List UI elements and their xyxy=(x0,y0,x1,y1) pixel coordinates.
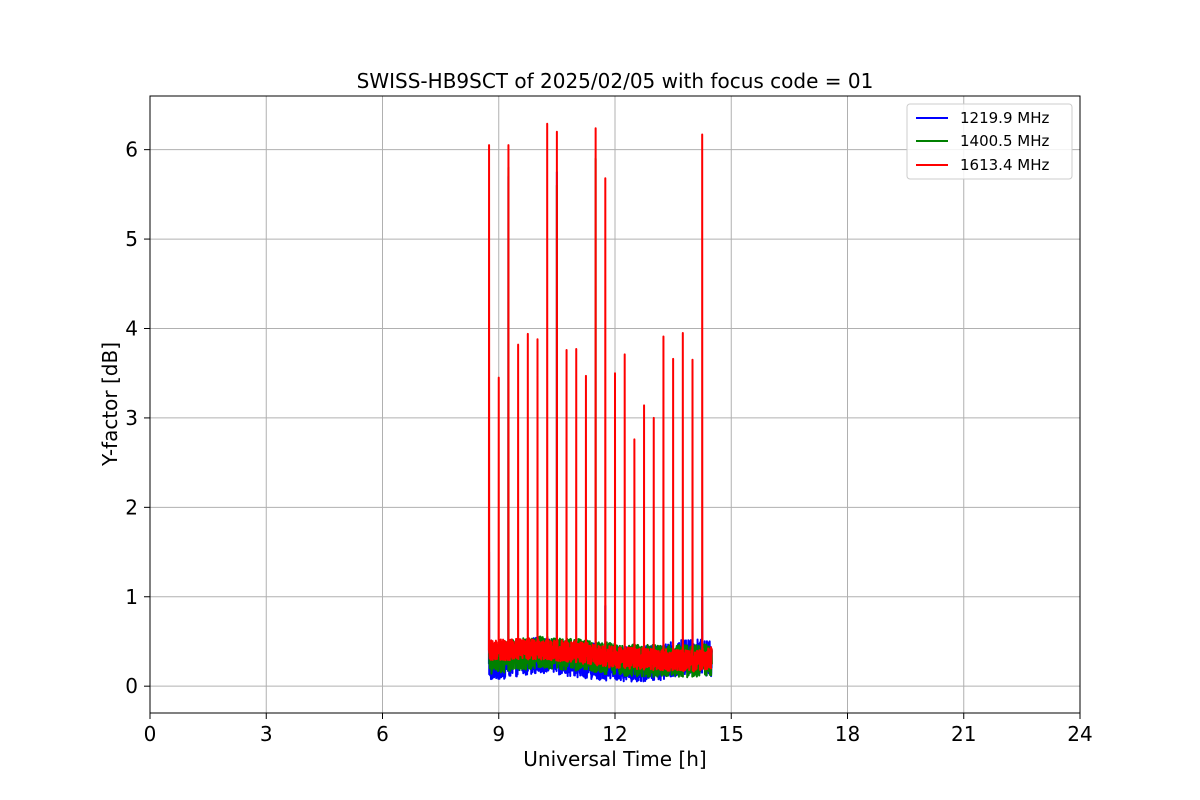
x-tick-label: 18 xyxy=(835,722,860,746)
legend-label-1613-4: 1613.4 MHz xyxy=(960,156,1049,174)
x-tick-label: 6 xyxy=(376,722,389,746)
y-tick-label: 3 xyxy=(125,406,138,430)
x-tick-label: 15 xyxy=(719,722,744,746)
x-tick-label: 0 xyxy=(144,722,157,746)
legend-box xyxy=(906,103,1073,180)
y-tick-label: 5 xyxy=(125,227,138,251)
x-tick-label: 24 xyxy=(1067,722,1092,746)
x-tick-label: 21 xyxy=(951,722,976,746)
y-tick-label: 2 xyxy=(125,495,138,519)
chart-title: SWISS-HB9SCT of 2025/02/05 with focus co… xyxy=(357,69,874,93)
y-tick-label: 1 xyxy=(125,585,138,609)
y-tick-label: 4 xyxy=(125,316,138,340)
legend-label-1400-5: 1400.5 MHz xyxy=(960,132,1049,150)
y-tick-label: 6 xyxy=(125,138,138,162)
x-axis-label: Universal Time [h] xyxy=(523,747,706,771)
series-line-1613-4-mhz xyxy=(487,122,713,673)
y-axis-label: Y-factor [dB] xyxy=(98,342,122,467)
x-tick-label: 3 xyxy=(260,722,273,746)
legend-label-1219-9: 1219.9 MHz xyxy=(960,109,1049,127)
series-layer xyxy=(487,122,713,683)
x-tick-label: 9 xyxy=(492,722,505,746)
legend: 1219.9 MHz 1400.5 MHz 1613.4 MHz xyxy=(906,103,1073,180)
x-tick-label: 12 xyxy=(602,722,627,746)
y-tick-label: 0 xyxy=(125,674,138,698)
